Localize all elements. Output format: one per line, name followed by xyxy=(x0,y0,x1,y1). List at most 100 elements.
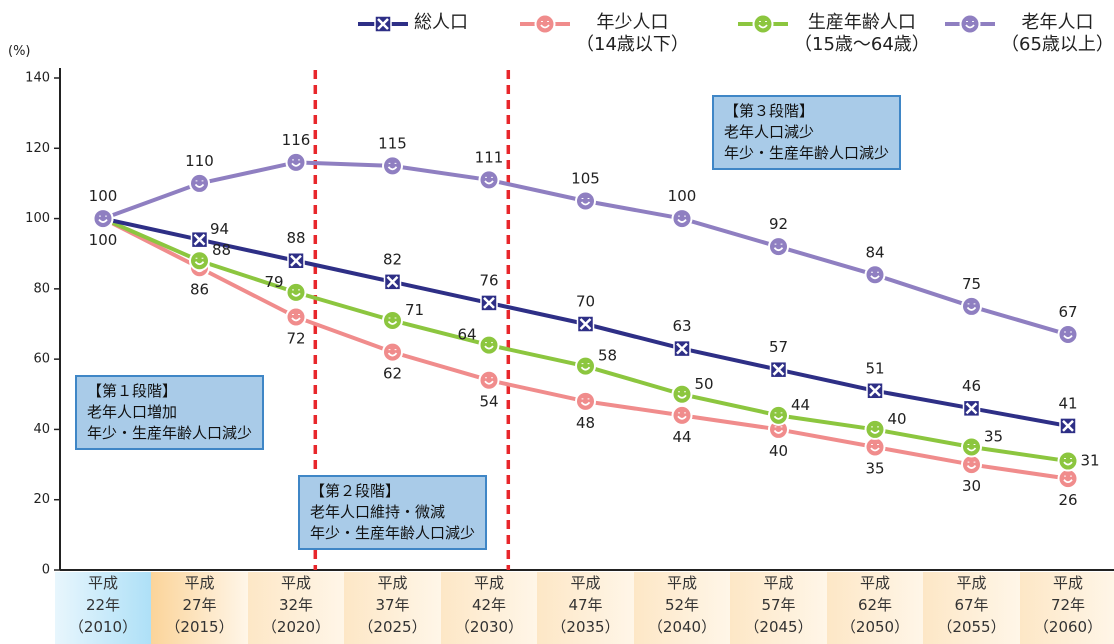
marker-body xyxy=(382,341,403,363)
data-label: 40 xyxy=(887,410,906,428)
marker-face xyxy=(98,215,108,223)
marker-body xyxy=(575,355,596,377)
marker-cross xyxy=(483,297,495,309)
data-label: 62 xyxy=(383,365,402,383)
marker-body xyxy=(382,309,403,331)
data-label: 105 xyxy=(571,170,600,188)
marker xyxy=(374,15,392,33)
marker xyxy=(534,13,556,35)
data-label: 72 xyxy=(286,329,305,347)
marker-cross xyxy=(290,254,302,267)
marker-cross xyxy=(869,384,881,397)
marker xyxy=(961,454,982,476)
data-label: 41 xyxy=(1058,394,1077,412)
marker xyxy=(671,404,693,426)
data-label: 75 xyxy=(962,275,981,293)
data-label: 111 xyxy=(475,148,504,166)
data-label: 100 xyxy=(89,187,118,205)
data-label: 46 xyxy=(962,377,981,395)
y-tick-label: 120 xyxy=(25,141,50,156)
marker xyxy=(752,13,774,35)
data-label: 71 xyxy=(405,301,424,319)
legend-entry: 老年人口 （65歳以上） xyxy=(1001,12,1114,55)
marker-face xyxy=(870,444,880,452)
marker xyxy=(480,294,498,312)
x-tick-label: 平成 37年 （2025） xyxy=(344,572,441,644)
marker-face xyxy=(387,349,398,357)
marker xyxy=(1057,324,1079,346)
marker xyxy=(673,339,691,358)
marker-body xyxy=(959,13,981,35)
marker-face xyxy=(1063,475,1073,484)
data-label: 110 xyxy=(185,152,214,170)
data-label: 70 xyxy=(576,293,595,311)
marker-cross xyxy=(386,275,399,288)
marker-body xyxy=(285,151,307,173)
marker-face xyxy=(580,363,591,371)
marker-body xyxy=(534,13,556,35)
data-label: 88 xyxy=(212,241,231,259)
x-tick-label: 平成 42年 （2030） xyxy=(440,572,538,644)
y-tick-label: 20 xyxy=(33,492,50,507)
data-label: 30 xyxy=(962,477,981,495)
marker-face xyxy=(387,162,398,171)
marker xyxy=(382,155,403,177)
data-label: 35 xyxy=(865,460,884,478)
marker-cross xyxy=(965,402,978,415)
marker-face xyxy=(965,21,975,29)
marker xyxy=(575,355,596,377)
data-label: 44 xyxy=(791,396,810,414)
marker-body xyxy=(189,172,210,194)
marker-face xyxy=(484,176,494,185)
marker xyxy=(478,369,500,391)
marker xyxy=(864,418,886,440)
marker-cross xyxy=(772,363,785,376)
x-tick-label: 平成 27年 （2015） xyxy=(151,572,248,644)
marker xyxy=(1057,468,1079,490)
data-label: 67 xyxy=(1058,303,1077,321)
marker xyxy=(189,250,210,272)
marker-face xyxy=(870,426,880,434)
marker xyxy=(961,436,982,458)
marker-face xyxy=(773,243,784,252)
data-label: 92 xyxy=(769,215,788,233)
marker-face xyxy=(387,317,398,325)
annotation: 【第３段階】 老年人口減少 年少・生産年齢人口減少 xyxy=(712,95,902,170)
marker xyxy=(382,309,403,331)
marker-face xyxy=(1063,331,1073,339)
marker-body xyxy=(961,436,982,458)
marker-body xyxy=(285,306,307,328)
marker-body xyxy=(1057,468,1079,490)
data-label: 58 xyxy=(598,347,617,365)
data-label: 50 xyxy=(694,375,713,393)
y-tick-label: 0 xyxy=(42,563,50,578)
marker xyxy=(285,306,307,328)
data-label: 35 xyxy=(984,428,1003,446)
data-label: 76 xyxy=(479,271,498,289)
marker-cross xyxy=(377,18,389,30)
marker-body xyxy=(864,436,886,458)
x-tick-label: 平成 22年 （2010） xyxy=(54,572,152,644)
marker-body xyxy=(864,264,886,286)
data-label: 57 xyxy=(769,338,788,356)
marker xyxy=(866,382,884,400)
data-label: 84 xyxy=(865,243,884,261)
marker-face xyxy=(966,303,977,311)
marker-face xyxy=(194,180,205,188)
y-tick-label: 40 xyxy=(33,422,50,437)
y-tick-label: 100 xyxy=(25,211,50,226)
marker xyxy=(576,315,595,333)
marker-face xyxy=(966,461,977,469)
marker-face xyxy=(773,426,784,434)
data-label: 63 xyxy=(672,317,691,335)
marker-body xyxy=(864,418,886,440)
data-label: 115 xyxy=(378,134,407,152)
marker xyxy=(671,383,693,405)
marker xyxy=(768,236,789,258)
marker-face xyxy=(758,21,768,29)
marker-cross xyxy=(676,342,688,355)
marker-face xyxy=(540,21,550,29)
marker xyxy=(1057,450,1079,472)
marker-body xyxy=(92,208,114,230)
